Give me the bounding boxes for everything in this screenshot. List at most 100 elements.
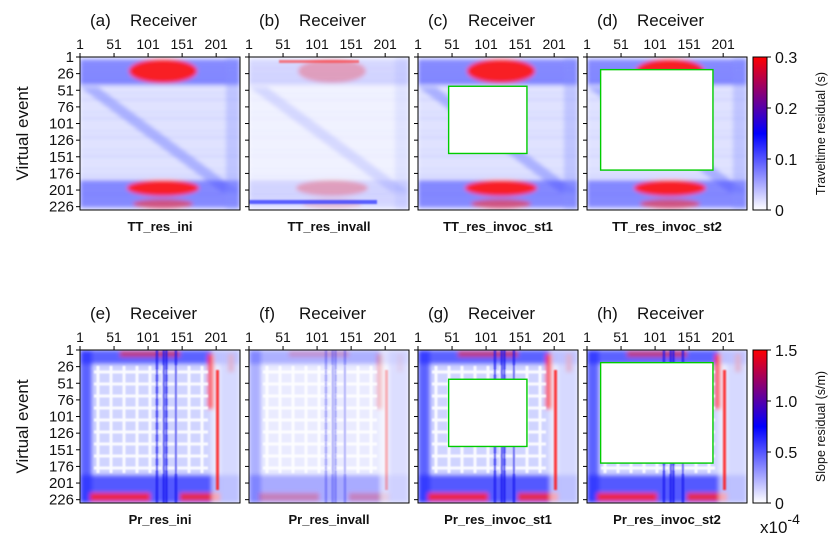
- x-tick-label: 51: [106, 36, 122, 52]
- y-tick-label: 26: [57, 66, 74, 83]
- y-tick-label: 26: [57, 359, 74, 376]
- x-axis-label: Receiver: [637, 11, 704, 30]
- y-tick-label: 126: [49, 132, 74, 149]
- y-tick-label: 226: [49, 492, 74, 509]
- panel-letter: (g): [428, 304, 449, 323]
- heatmap-image: [249, 57, 409, 210]
- panel-letter: (e): [90, 304, 111, 323]
- plot-frame: [417, 349, 579, 504]
- colorbar-tick-label: 0.1: [775, 152, 797, 169]
- y-tick-label: 101: [49, 116, 74, 133]
- x-tick-label: 1: [76, 36, 84, 52]
- target-zone-box: [447, 378, 528, 448]
- y-tick-label: 101: [49, 409, 74, 426]
- y-tick-label: 1: [66, 342, 74, 359]
- y-tick-label: 126: [49, 425, 74, 442]
- x-tick-label: 101: [305, 329, 329, 345]
- colorbar-label: Slope residual (s/m): [814, 371, 828, 482]
- plot-frame: [586, 56, 748, 211]
- x-tick-label: 51: [275, 329, 291, 345]
- colorbar: 0 0.5 1.0 1.5 Slope residual (s/m) x10-4: [752, 343, 828, 537]
- y-tick-label: 176: [49, 458, 74, 475]
- x-tick-label: 1: [583, 36, 591, 52]
- colorbar-tick-label: 0: [775, 496, 784, 513]
- plot-frame: [79, 56, 241, 211]
- x-tick-label: 201: [373, 329, 397, 345]
- x-axis-label: Receiver: [130, 304, 197, 323]
- x-tick-label: 151: [339, 329, 363, 345]
- panel-title: TT_res_invoc_st1: [443, 219, 553, 234]
- x-axis-label: Receiver: [130, 11, 197, 30]
- panel-letter: (c): [428, 11, 448, 30]
- x-tick-label: 1: [76, 329, 84, 345]
- x-tick-label: 201: [711, 329, 735, 345]
- y-tick-label: 51: [57, 375, 74, 392]
- heatmap-image: [80, 350, 240, 503]
- x-tick-label: 51: [444, 329, 460, 345]
- x-tick-label: 151: [677, 329, 701, 345]
- y-tick-label: 176: [49, 165, 74, 182]
- panel-title: Pr_res_ini: [129, 512, 192, 527]
- target-zone-box: [447, 85, 528, 155]
- target-zone-box: [599, 68, 714, 171]
- panel-title: Pr_res_invoc_st2: [613, 512, 721, 527]
- x-tick-label: 101: [474, 329, 498, 345]
- x-tick-label: 201: [204, 329, 228, 345]
- x-tick-label: 51: [106, 329, 122, 345]
- y-tick-label: 1: [66, 49, 74, 66]
- plot-frame: [417, 56, 579, 211]
- x-tick-label: 101: [643, 329, 667, 345]
- panel-letter: (b): [259, 11, 280, 30]
- plot-frame: [248, 349, 410, 504]
- x-axis-label: Receiver: [637, 304, 704, 323]
- y-tick-label: 76: [57, 392, 74, 409]
- x-tick-label: 101: [474, 36, 498, 52]
- x-tick-label: 51: [613, 329, 629, 345]
- x-axis-label: Receiver: [468, 11, 535, 30]
- x-tick-label: 151: [339, 36, 363, 52]
- x-tick-label: 1: [414, 329, 422, 345]
- x-tick-label: 1: [245, 329, 253, 345]
- y-tick-label: 201: [49, 182, 74, 199]
- panel-letter: (d): [597, 11, 618, 30]
- panel-title: TT_res_invall: [287, 219, 370, 234]
- x-tick-label: 201: [373, 36, 397, 52]
- x-axis-label: Receiver: [299, 304, 366, 323]
- x-axis-label: Receiver: [299, 11, 366, 30]
- colorbar-tick-label: 0.5: [775, 445, 797, 462]
- colorbar-label: Traveltime residual (s): [814, 72, 828, 195]
- x-tick-label: 201: [542, 329, 566, 345]
- x-tick-label: 151: [677, 36, 701, 52]
- x-tick-label: 51: [613, 36, 629, 52]
- x-tick-label: 1: [583, 329, 591, 345]
- panel-letter: (h): [597, 304, 618, 323]
- target-zone-box: [599, 361, 714, 464]
- x-tick-label: 151: [508, 36, 532, 52]
- x-axis-label: Receiver: [468, 304, 535, 323]
- x-tick-label: 101: [643, 36, 667, 52]
- x-tick-label: 151: [508, 329, 532, 345]
- x-tick-label: 201: [204, 36, 228, 52]
- plot-frame: [79, 349, 241, 504]
- y-tick-label: 151: [49, 442, 74, 459]
- colorbar-tick-label: 0: [775, 203, 784, 220]
- panel-title: Pr_res_invoc_st1: [444, 512, 552, 527]
- x-tick-label: 101: [136, 36, 160, 52]
- colorbar-gradient: [752, 349, 768, 504]
- x-tick-label: 51: [275, 36, 291, 52]
- colorbar-tick-label: 0.3: [775, 50, 797, 67]
- panel-letter: (a): [90, 11, 111, 30]
- heatmap-image: [80, 57, 240, 210]
- panel-title: TT_res_ini: [127, 219, 192, 234]
- x-tick-label: 151: [170, 329, 194, 345]
- colorbar: 0 0.1 0.2 0.3 Traveltime residual (s): [752, 50, 828, 220]
- y-tick-label: 51: [57, 82, 74, 99]
